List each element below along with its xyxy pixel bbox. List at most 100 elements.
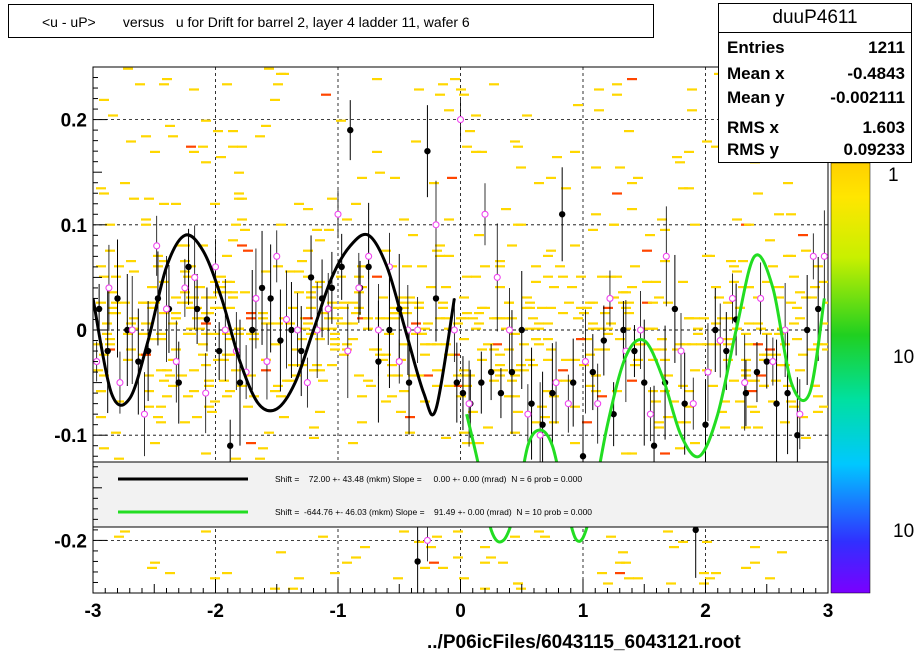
data-point-open bbox=[704, 368, 712, 376]
density-cell bbox=[453, 384, 463, 387]
density-cell bbox=[489, 369, 499, 372]
data-point-filled bbox=[641, 379, 648, 386]
density-cell bbox=[315, 369, 325, 372]
density-cell bbox=[471, 275, 481, 278]
density-cell bbox=[462, 384, 472, 387]
data-point-open bbox=[552, 379, 560, 387]
density-cell bbox=[531, 280, 541, 283]
density-cell bbox=[735, 400, 745, 403]
density-cell bbox=[801, 296, 811, 299]
density-cell bbox=[327, 197, 337, 200]
density-cell bbox=[621, 291, 631, 294]
density-cell bbox=[255, 457, 265, 460]
data-point-open bbox=[105, 284, 113, 292]
density-cell bbox=[309, 426, 319, 429]
density-cell bbox=[591, 374, 601, 377]
density-cell bbox=[681, 343, 691, 346]
density-cell bbox=[525, 358, 535, 361]
density-cell bbox=[183, 275, 193, 278]
stats-value: -0.002111 bbox=[830, 88, 905, 107]
density-cell bbox=[807, 296, 817, 299]
density-cell bbox=[591, 390, 601, 393]
density-cell bbox=[540, 535, 550, 538]
data-point-open bbox=[606, 294, 614, 302]
density-cell bbox=[108, 291, 118, 294]
density-cell bbox=[432, 249, 442, 252]
data-point-open bbox=[677, 347, 685, 355]
density-cell bbox=[195, 286, 205, 289]
density-cell bbox=[573, 104, 583, 107]
density-cell bbox=[744, 322, 754, 325]
density-cell bbox=[624, 130, 634, 133]
density-cell bbox=[432, 369, 442, 372]
density-cell bbox=[648, 358, 658, 361]
density-cell bbox=[402, 265, 412, 268]
data-point-filled bbox=[712, 326, 719, 334]
density-cell bbox=[342, 322, 352, 325]
data-point-filled bbox=[692, 526, 699, 534]
density-cell bbox=[813, 410, 823, 413]
density-cell bbox=[510, 535, 520, 538]
density-cell bbox=[579, 312, 589, 315]
data-point-filled bbox=[307, 274, 315, 281]
density-cell bbox=[126, 348, 136, 351]
density-cell bbox=[372, 348, 382, 351]
density-cell bbox=[246, 374, 256, 377]
density-cell bbox=[654, 421, 664, 424]
density-cell bbox=[576, 306, 586, 309]
data-point-filled bbox=[518, 326, 525, 334]
data-point-filled bbox=[95, 305, 103, 313]
density-cell bbox=[408, 374, 418, 377]
density-cell bbox=[177, 301, 187, 304]
density-cell bbox=[609, 223, 619, 226]
data-point-open bbox=[524, 410, 532, 418]
density-cell bbox=[204, 379, 214, 382]
density-cell bbox=[750, 561, 760, 564]
density-cell bbox=[732, 270, 742, 273]
data-point-open bbox=[716, 336, 724, 345]
density-cell bbox=[120, 301, 130, 304]
density-cell bbox=[159, 83, 169, 86]
y-tick-label: 0 bbox=[76, 321, 87, 342]
density-cell bbox=[513, 410, 523, 413]
density-cell bbox=[177, 374, 187, 377]
density-cell bbox=[588, 327, 598, 330]
y-tick-label: 0 bbox=[76, 321, 87, 342]
density-cell bbox=[168, 322, 178, 325]
density-cell bbox=[159, 379, 169, 382]
fit-legend: Shift = 72.00 +- 43.48 (mkm) Slope = 0.0… bbox=[92, 461, 829, 528]
density-cell bbox=[516, 166, 526, 169]
density-cell bbox=[180, 421, 190, 424]
density-cell bbox=[399, 390, 409, 393]
density-cell bbox=[351, 556, 361, 559]
density-cell bbox=[438, 566, 448, 569]
density-cell bbox=[336, 275, 346, 278]
density-cell bbox=[516, 587, 526, 590]
y-tick-label: 0.1 bbox=[61, 216, 88, 237]
density-cell bbox=[96, 187, 106, 190]
density-cell bbox=[546, 306, 556, 309]
density-cell bbox=[276, 551, 286, 554]
density-cell bbox=[759, 384, 769, 387]
density-cell bbox=[642, 280, 652, 283]
density-cell bbox=[510, 431, 520, 434]
density-cell bbox=[627, 286, 637, 289]
density-cell bbox=[198, 317, 208, 320]
density-cell bbox=[723, 301, 733, 304]
density-cell bbox=[474, 312, 484, 315]
palette-label-3: 10 bbox=[893, 521, 914, 542]
density-cell bbox=[339, 306, 349, 309]
density-cell bbox=[600, 348, 610, 351]
density-cell bbox=[264, 67, 274, 70]
data-point-filled bbox=[104, 347, 111, 355]
density-cell bbox=[159, 280, 169, 283]
density-cell bbox=[690, 317, 700, 320]
density-cell bbox=[336, 322, 346, 325]
x-tick-label: 3 bbox=[823, 601, 834, 622]
density-cell bbox=[387, 395, 397, 398]
density-cell bbox=[462, 145, 472, 148]
data-point-filled bbox=[723, 347, 730, 355]
density-cell bbox=[480, 546, 490, 549]
density-cell bbox=[162, 78, 172, 81]
density-cell bbox=[147, 338, 157, 341]
